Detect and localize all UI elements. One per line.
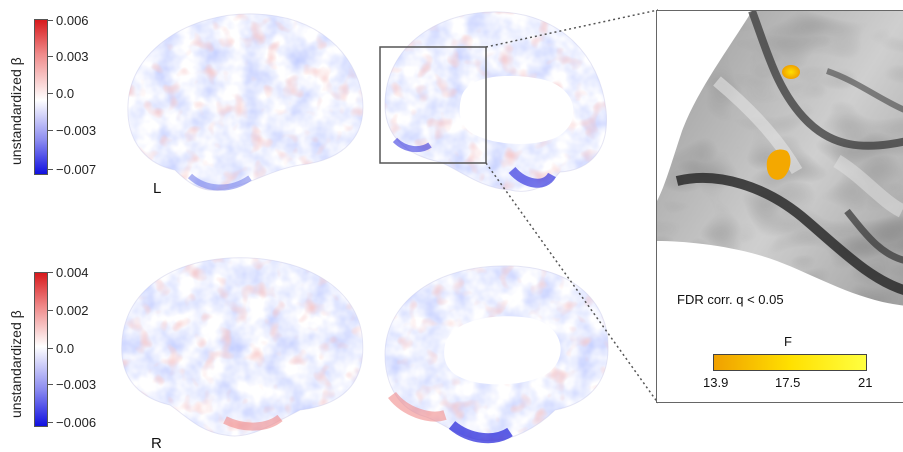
- left-medial-brain: [384, 11, 607, 192]
- right-hemisphere-label: R: [151, 435, 162, 452]
- zoom-region-box: [379, 46, 487, 164]
- f-colorbar-tick-min: 13.9: [703, 375, 729, 390]
- bottom-colorbar-tick-4: −0.003: [47, 377, 97, 392]
- left-lateral-brain: [127, 13, 364, 191]
- activation-cluster-1: [782, 65, 800, 79]
- top-colorbar-tick-2: 0.003: [48, 49, 89, 64]
- f-colorbar-label: F: [784, 334, 792, 349]
- top-colorbar-tick-min: −0.007: [47, 162, 97, 177]
- inset-cortex-render: [657, 11, 903, 402]
- top-colorbar: [34, 19, 48, 175]
- f-colorbar-tick-max: 21: [858, 375, 873, 390]
- fdr-threshold-text: FDR corr. q < 0.05: [677, 292, 784, 307]
- top-colorbar-tick-zero: 0.0: [47, 86, 75, 101]
- bottom-colorbar-tick-zero: 0.0: [47, 341, 75, 356]
- f-colorbar: [713, 354, 867, 371]
- bottom-colorbar-tick-min: −0.006: [47, 415, 97, 430]
- zoom-connector-top: [485, 9, 659, 48]
- zoom-inset-panel: [656, 10, 903, 403]
- top-colorbar-tick-4: −0.003: [47, 123, 97, 138]
- left-hemisphere-label: L: [153, 180, 162, 197]
- bottom-colorbar-tick-max: 0.004: [48, 265, 89, 280]
- f-colorbar-tick-mid: 17.5: [775, 375, 801, 390]
- brain-surfaces: [121, 9, 659, 444]
- zoom-connector-bottom: [485, 162, 659, 404]
- bottom-colorbar-tick-2: 0.002: [48, 303, 89, 318]
- bottom-colorbar: [34, 272, 48, 427]
- activation-cluster-2: [766, 149, 791, 180]
- top-colorbar-tick-max: 0.006: [48, 13, 89, 28]
- right-lateral-brain: [121, 257, 364, 437]
- right-medial-brain: [384, 265, 609, 444]
